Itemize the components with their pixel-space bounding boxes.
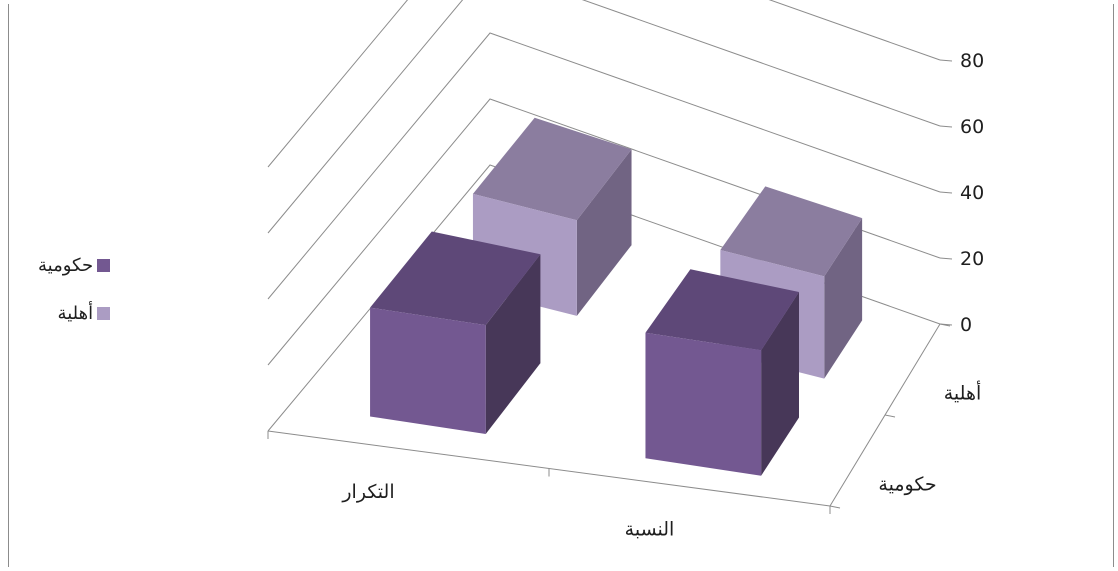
depth-tick-mark <box>884 414 896 418</box>
y-tick-label: 40 <box>960 182 984 204</box>
y-tick-mark <box>939 125 953 128</box>
x-tick-label: النسبة <box>625 518 675 540</box>
legend-item-private: أهلية <box>38 300 111 326</box>
bar-government-0-top <box>370 231 541 326</box>
legend-swatch-private <box>97 306 111 320</box>
y-tick-label: 60 <box>960 116 984 138</box>
y-tick-mark <box>939 191 953 194</box>
depth-tick-mark <box>939 323 951 327</box>
y-tick-mark <box>939 59 953 62</box>
bar-private-0-side <box>576 149 632 316</box>
y-tick-label: 80 <box>960 50 984 72</box>
gridline <box>267 0 941 168</box>
bar-private-1-side <box>824 218 863 379</box>
bar-government-1-side <box>761 292 800 476</box>
legend-item-government: حكومية <box>38 252 111 278</box>
y-tick-mark <box>939 257 953 260</box>
chart-frame <box>8 4 1114 567</box>
gridline <box>267 32 941 300</box>
y-tick-label: 0 <box>960 314 972 336</box>
depth-tick-label: حكومية <box>878 474 936 496</box>
depth-tick-mark <box>829 505 841 509</box>
bar-private-0-top <box>472 117 632 221</box>
bar-government-1-front <box>645 332 762 476</box>
gridline <box>267 0 941 234</box>
legend-label-government: حكومية <box>38 254 94 276</box>
x-tick-label: التكرار <box>341 481 394 503</box>
bar-private-1-top <box>720 186 863 277</box>
legend-swatch-government <box>97 258 111 272</box>
bar-government-0-front <box>370 307 486 435</box>
bar-government-0-side <box>485 254 541 435</box>
legend-label-private: أهلية <box>57 302 94 324</box>
legend: حكومية أهلية <box>38 252 111 348</box>
bar-government-1-top <box>645 269 800 351</box>
depth-tick-label: أهلية <box>944 381 982 405</box>
y-tick-label: 20 <box>960 248 984 270</box>
